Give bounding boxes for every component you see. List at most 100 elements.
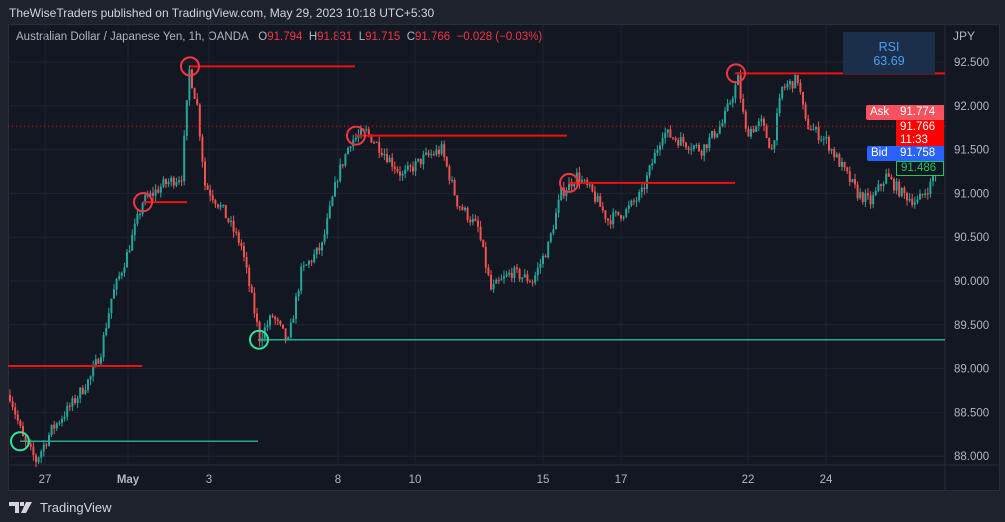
candle-body — [513, 267, 516, 279]
candle-body — [851, 179, 854, 182]
candle-body — [846, 167, 849, 172]
candle-body — [107, 313, 110, 329]
candle-body — [804, 104, 807, 119]
swing-high-circle — [133, 192, 153, 213]
candle-body — [786, 84, 789, 88]
swing-high-circle — [726, 63, 746, 84]
candle-body — [9, 394, 11, 402]
price-tick: 92.500 — [954, 57, 989, 69]
candle-body — [360, 129, 362, 136]
last-price-tag: 91.766 11:33 — [896, 120, 944, 146]
candle-body — [484, 246, 487, 268]
candle-body — [217, 204, 219, 208]
candle-body — [565, 190, 568, 197]
candle-body — [227, 218, 230, 222]
candle-body — [692, 145, 695, 150]
candle-body — [100, 357, 102, 364]
candle-body — [144, 195, 147, 204]
candle-body — [516, 267, 518, 270]
candle-body — [531, 282, 534, 284]
candle-body — [581, 180, 583, 184]
candle-body — [334, 182, 336, 197]
candle-body — [120, 272, 123, 276]
low-label: L — [358, 31, 366, 43]
candle-body — [417, 158, 420, 162]
candle-body — [750, 128, 752, 137]
candle-body — [412, 166, 414, 172]
time-tick: 24 — [820, 474, 833, 486]
candle-body — [807, 118, 810, 130]
candle-body — [820, 139, 823, 141]
candle-body — [926, 193, 929, 195]
candle-body — [716, 133, 719, 138]
candle-body — [924, 193, 927, 195]
candle-body — [864, 193, 867, 203]
price-tick: 92.000 — [954, 101, 989, 113]
candle-body — [269, 315, 271, 326]
candle-body — [211, 195, 214, 201]
candle-body — [477, 220, 479, 227]
candle-body — [708, 137, 711, 149]
candle-body — [604, 210, 607, 219]
candle-body — [578, 172, 581, 184]
candle-body — [900, 187, 903, 197]
candle-body — [726, 103, 729, 111]
price-tick: 90.500 — [954, 232, 989, 244]
candle-body — [266, 325, 269, 328]
price-tick: 90.000 — [954, 276, 989, 288]
candle-body — [16, 414, 19, 421]
candle-body — [919, 193, 921, 200]
candle-body — [913, 202, 916, 205]
brand-name: TradingView — [40, 500, 112, 515]
candle-body — [890, 176, 893, 179]
candle-body — [162, 179, 165, 187]
candle-body — [830, 149, 833, 151]
candle-body — [505, 274, 508, 277]
candle-body — [882, 183, 885, 187]
currency-label: JPY — [953, 29, 976, 43]
candle-body — [365, 129, 368, 131]
candle-body — [682, 137, 685, 143]
candle-body — [321, 242, 323, 251]
candle-body — [594, 191, 596, 202]
candle-body — [695, 144, 698, 146]
candle-body — [583, 179, 586, 181]
candle-body — [648, 165, 651, 176]
candle-body — [209, 189, 212, 196]
price-chart[interactable]: 92.500 92.000 91.500 91.000 90.500 90.000 89.5… — [8, 24, 1000, 491]
candle-body — [482, 239, 485, 247]
candle-body — [778, 98, 781, 114]
candle-body — [672, 137, 674, 139]
candle-body — [700, 150, 703, 156]
candle-body — [313, 254, 316, 263]
candle-body — [289, 322, 292, 338]
candle-body — [448, 166, 451, 181]
candle-body — [898, 181, 901, 197]
candle-body — [87, 379, 89, 391]
candle-body — [562, 187, 565, 197]
candle-body — [206, 185, 209, 190]
candle-body — [284, 328, 287, 340]
candle-body — [344, 154, 347, 166]
candle-body — [50, 424, 53, 435]
candle-body — [669, 129, 672, 138]
candle-body — [55, 423, 58, 429]
candle-body — [817, 127, 820, 140]
candle-body — [24, 436, 27, 441]
candle-body — [838, 154, 841, 167]
candle-body — [224, 204, 227, 219]
candle-body — [432, 154, 435, 156]
candle-body — [843, 162, 846, 168]
candle-body — [833, 149, 836, 158]
candle-body — [32, 446, 35, 456]
high-label: H — [308, 31, 318, 43]
candle-body — [770, 148, 773, 150]
candle-body — [544, 255, 547, 258]
candle-body — [474, 218, 477, 221]
candle-body — [893, 178, 895, 191]
candle-body — [279, 320, 282, 325]
tradingview-brand[interactable]: TradingView — [9, 500, 112, 515]
candle-body — [406, 165, 409, 170]
candle-body — [180, 180, 183, 182]
candle-body — [469, 219, 472, 223]
